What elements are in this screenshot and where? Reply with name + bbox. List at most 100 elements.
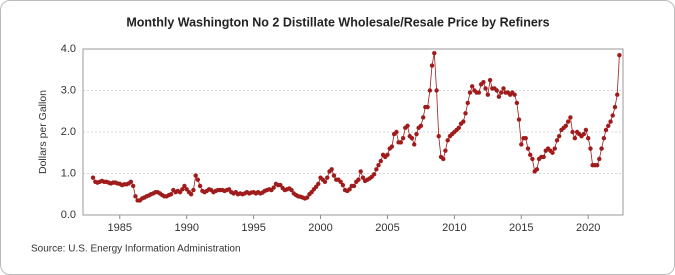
data-point xyxy=(356,177,361,182)
data-point xyxy=(331,173,337,178)
data-point xyxy=(550,150,555,155)
data-point xyxy=(325,175,330,180)
data-line xyxy=(92,53,620,201)
data-point xyxy=(512,92,517,97)
data-point xyxy=(197,183,203,189)
data-point xyxy=(329,167,334,172)
data-point xyxy=(340,182,346,188)
y-tick-label: 0.0 xyxy=(61,209,76,221)
data-point xyxy=(351,183,357,189)
data-point xyxy=(193,173,198,178)
data-point xyxy=(374,167,379,172)
data-point xyxy=(494,88,499,93)
data-point xyxy=(606,123,611,128)
data-point xyxy=(617,53,622,58)
data-point xyxy=(465,100,470,106)
data-point xyxy=(615,92,620,97)
data-point xyxy=(597,156,602,162)
data-point xyxy=(563,123,569,128)
data-point xyxy=(188,192,194,197)
x-tick-label: 1985 xyxy=(108,222,132,234)
data-point xyxy=(436,133,441,139)
data-point xyxy=(523,136,528,141)
data-point xyxy=(441,156,446,162)
data-point xyxy=(338,179,343,184)
data-point xyxy=(385,152,390,158)
data-point xyxy=(594,163,600,168)
data-point xyxy=(483,86,488,91)
data-point xyxy=(322,179,328,184)
chart-title: Monthly Washington No 2 Distillate Whole… xyxy=(126,15,549,29)
data-point xyxy=(461,119,466,124)
data-point xyxy=(427,88,433,93)
data-point xyxy=(485,92,491,97)
data-point xyxy=(168,192,174,197)
data-point xyxy=(556,133,562,139)
plot-frame xyxy=(82,48,624,216)
x-tick-label: 1995 xyxy=(241,222,265,234)
data-point xyxy=(610,113,615,118)
data-point xyxy=(603,127,609,133)
y-tick-label: 2.0 xyxy=(61,126,76,138)
data-point xyxy=(456,125,461,131)
x-tick-label: 1990 xyxy=(174,222,198,234)
data-point xyxy=(525,146,531,151)
data-point xyxy=(541,154,546,160)
data-point xyxy=(516,117,522,122)
x-tick-label: 2000 xyxy=(308,222,332,234)
data-point xyxy=(180,187,185,192)
data-point xyxy=(412,142,417,147)
data-point xyxy=(425,104,430,110)
data-point xyxy=(572,136,578,141)
data-point xyxy=(376,163,381,168)
data-point xyxy=(496,94,502,99)
y-tick-label: 4.0 xyxy=(61,43,76,55)
data-point xyxy=(394,129,399,135)
data-point xyxy=(90,175,96,180)
x-tick-label: 2020 xyxy=(576,222,600,234)
x-tick-label: 2010 xyxy=(442,222,466,234)
data-point xyxy=(583,127,589,133)
data-point xyxy=(429,63,435,68)
data-point xyxy=(398,140,404,145)
data-point xyxy=(601,136,607,141)
data-point xyxy=(371,172,377,177)
data-point xyxy=(581,131,586,137)
data-point xyxy=(568,115,573,120)
data-point xyxy=(182,183,187,189)
data-point xyxy=(418,123,424,128)
data-point xyxy=(463,111,468,116)
data-point xyxy=(347,187,352,192)
data-point xyxy=(432,50,437,56)
data-point xyxy=(599,146,604,151)
data-point xyxy=(514,100,520,106)
x-tick-label: 2005 xyxy=(375,222,399,234)
data-point xyxy=(304,195,310,200)
data-point xyxy=(588,146,593,151)
data-point xyxy=(445,138,450,143)
data-point xyxy=(501,86,506,91)
data-point xyxy=(389,144,395,149)
data-point xyxy=(420,115,426,120)
data-point xyxy=(570,129,575,135)
data-point xyxy=(130,183,136,189)
data-point xyxy=(378,158,383,164)
data-point xyxy=(133,194,138,199)
data-point xyxy=(467,90,473,95)
data-point xyxy=(191,187,196,193)
data-point xyxy=(271,185,276,190)
y-tick-label: 1.0 xyxy=(61,167,76,179)
x-tick-label: 2015 xyxy=(509,222,533,234)
data-point xyxy=(565,119,571,124)
source-note: Source: U.S. Energy Information Administ… xyxy=(31,244,241,255)
data-point xyxy=(519,142,524,147)
data-point xyxy=(476,90,482,95)
y-tick-label: 3.0 xyxy=(61,84,76,96)
data-point xyxy=(499,90,504,95)
data-point xyxy=(289,187,294,193)
data-point xyxy=(554,138,560,143)
data-point xyxy=(409,136,415,141)
data-point xyxy=(481,80,486,85)
